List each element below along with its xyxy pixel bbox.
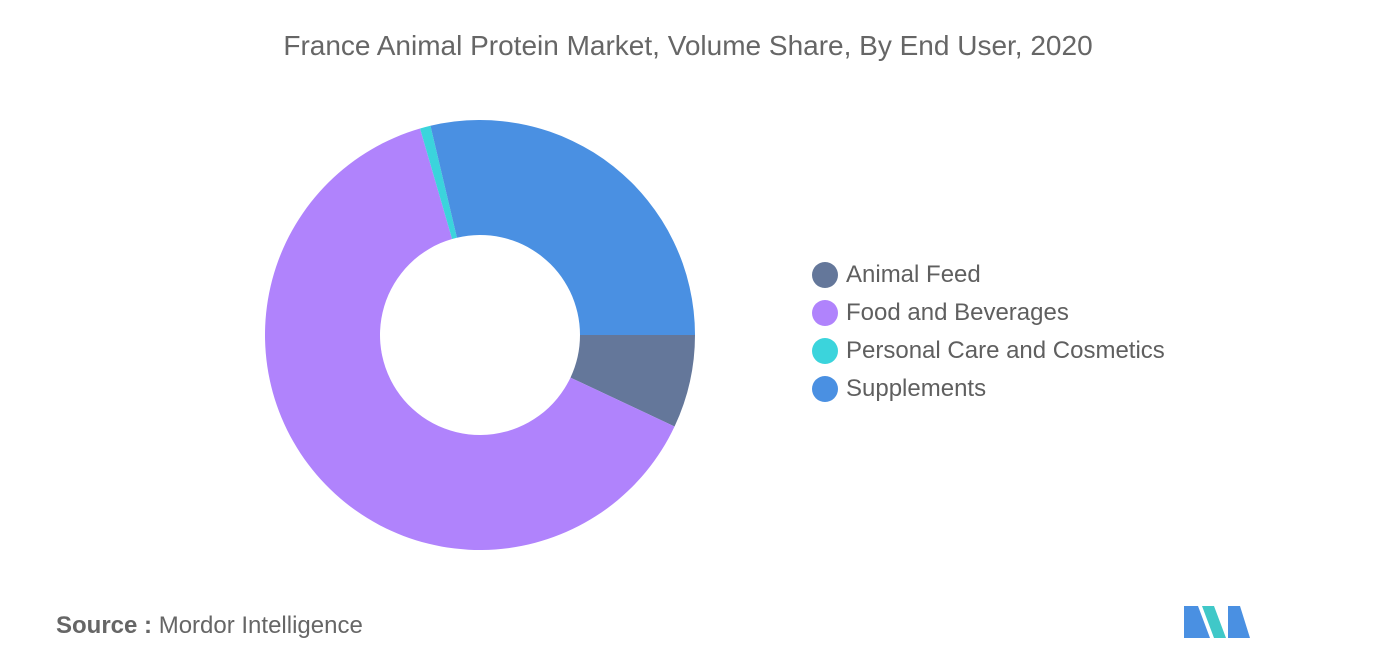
- source-note: Source : Mordor Intelligence: [56, 612, 363, 640]
- chart-title: France Animal Protein Market, Volume Sha…: [283, 30, 1093, 61]
- legend-swatch: [812, 262, 838, 288]
- legend-swatch: [812, 300, 838, 326]
- legend-label: Personal Care and Cosmetics: [846, 337, 1165, 364]
- legend-item: Animal Feed: [812, 256, 1165, 294]
- legend-label: Food and Beverages: [846, 299, 1069, 326]
- legend-label: Animal Feed: [846, 261, 981, 288]
- source-label: Source :: [56, 612, 153, 639]
- legend-swatch: [812, 338, 838, 364]
- legend-swatch: [812, 376, 838, 402]
- donut-slice-food-and-beverages: [265, 128, 675, 550]
- legend-item: Food and Beverages: [812, 294, 1165, 332]
- donut-slice-supplements: [430, 120, 695, 336]
- donut-slice-personal-care-and-cosmetics: [420, 125, 457, 239]
- legend-item: Personal Care and Cosmetics: [812, 332, 1165, 370]
- legend-label: Supplements: [846, 375, 987, 402]
- donut-slice-animal-feed: [570, 335, 695, 427]
- legend-item: Supplements: [812, 370, 1165, 408]
- source-text: Mordor Intelligence: [158, 612, 363, 639]
- mordor-intelligence-logo-icon: [1184, 606, 1250, 638]
- chart-legend: Animal Feed Food and Beverages Personal Ca…: [812, 256, 1165, 408]
